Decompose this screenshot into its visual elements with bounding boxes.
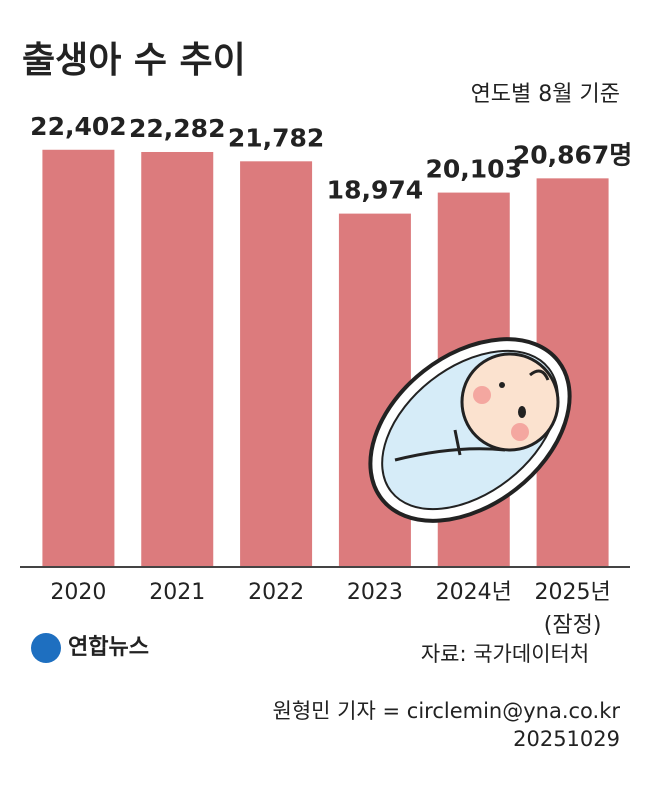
value-label: 20,867명 [513, 140, 632, 169]
value-label: 18,974 [327, 176, 423, 205]
source: 자료: 국가데이터처 [421, 642, 589, 666]
logo: 연합뉴스 [31, 633, 149, 663]
x-tick-label: 2021 [149, 580, 205, 605]
value-label: 22,282 [129, 114, 225, 143]
x-tick-label: 2025년 [534, 580, 610, 605]
bar [240, 161, 313, 568]
x-tick-label: 2022 [248, 580, 304, 605]
chart-title: 출생아 수 추이 [22, 40, 246, 81]
date: 20251029 [513, 727, 620, 751]
x-tick-label: 2020 [50, 580, 106, 605]
value-label: 21,782 [228, 123, 324, 152]
value-label: 20,103 [426, 155, 522, 184]
x-tick-label: 2023 [347, 580, 403, 605]
logo-text: 연합뉴스 [68, 634, 149, 660]
value-label: 22,402 [30, 112, 126, 141]
category-note: (잠정) [544, 613, 602, 638]
credit: 원형민 기자 = circlemin@yna.co.kr [273, 699, 621, 723]
x-tick-label: 2024년 [436, 580, 512, 605]
baby-illustration [368, 337, 572, 523]
bar [42, 149, 115, 567]
bar [141, 151, 214, 568]
subtitle: 연도별 8월 기준 [471, 82, 620, 107]
